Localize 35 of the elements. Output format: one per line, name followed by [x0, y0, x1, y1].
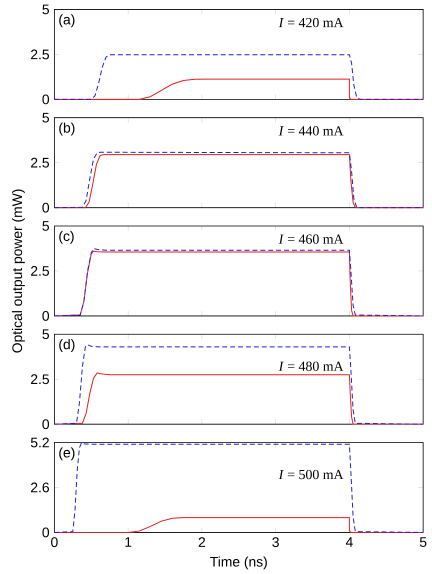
- annotation: (c): [59, 230, 74, 244]
- y-tick-label: 2.5: [31, 158, 50, 168]
- annotation: I = 460 mA: [278, 234, 344, 244]
- annotation: I = 420 mA: [278, 18, 344, 28]
- x-tick-label: 4: [346, 537, 354, 547]
- y-tick-label: 0: [42, 419, 50, 430]
- annotation: I = 440 mA: [278, 126, 344, 136]
- line-series: [54, 442, 424, 533]
- y-tick-label: 5.2: [31, 438, 50, 448]
- line-series: [54, 54, 424, 100]
- y-tick-label: 2.5: [31, 266, 50, 276]
- annotation: (e): [59, 447, 75, 460]
- x-tick-label: 1: [126, 537, 132, 547]
- y-tick-label: 5: [42, 221, 50, 231]
- y-tick-label: 0: [42, 202, 50, 213]
- x-axis-title: Time (ns): [210, 556, 268, 570]
- y-tick-label: 0: [42, 528, 50, 538]
- annotation: (d): [59, 339, 75, 352]
- x-tick-label: 2: [198, 537, 206, 547]
- y-tick-label: 5: [42, 112, 50, 123]
- annotation: (b): [59, 122, 75, 136]
- y-tick-label: 2.5: [31, 50, 50, 60]
- y-tick-label: 5: [42, 4, 50, 14]
- x-tick-label: 3: [272, 537, 280, 548]
- annotation: (a): [59, 14, 75, 28]
- y-tick-label: 0: [42, 311, 50, 321]
- y-tick-label: 2.5: [31, 374, 50, 384]
- y-tick-label: 2.6: [31, 482, 50, 492]
- y-axis-title: Optical output power (mW): [12, 190, 26, 353]
- annotation: I = 480 mA: [278, 362, 344, 371]
- y-tick-label: 0: [42, 94, 50, 104]
- annotation: I = 500 mA: [278, 470, 344, 480]
- x-tick-label: 0: [51, 537, 58, 548]
- y-tick-label: 5: [42, 329, 50, 340]
- x-tick-label: 5: [420, 537, 427, 547]
